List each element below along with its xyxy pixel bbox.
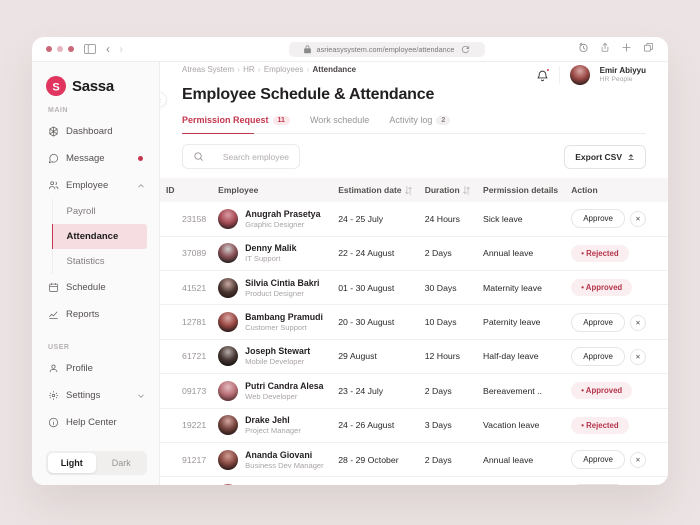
- svg-text:S: S: [52, 82, 59, 94]
